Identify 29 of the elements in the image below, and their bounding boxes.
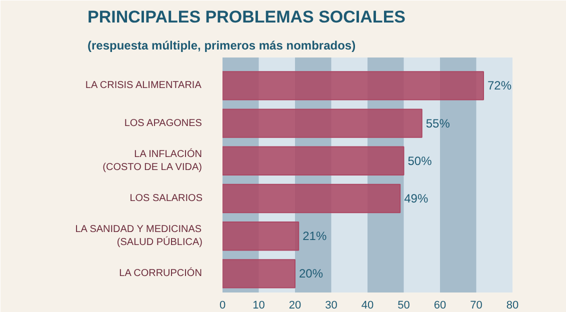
x-tick-label: 10 — [252, 300, 265, 312]
bar — [222, 108, 422, 138]
x-tick-label: 50 — [398, 300, 410, 312]
x-tick-label: 20 — [288, 300, 302, 312]
bar — [222, 184, 401, 214]
x-tick-label: 0 — [219, 300, 226, 312]
data-label: 49% — [404, 192, 428, 206]
bar — [222, 71, 484, 100]
data-label: 55% — [426, 116, 450, 130]
data-label: 20% — [299, 266, 324, 281]
y-tick-label: LA SANIDAD Y MEDICINAS (SALUD PÚBLICA) — [75, 224, 202, 248]
y-tick-label: LOS APAGONES — [124, 118, 202, 129]
y-tick-label: LOS SALARIOS — [130, 193, 203, 204]
x-tick-label: 30 — [325, 300, 338, 312]
x-tick-label: 80 — [506, 300, 519, 312]
chart-subtitle: (respuesta múltiple, primeros más nombrados) — [88, 38, 356, 52]
y-tick-label: LA CORRUPCIÓN — [119, 267, 202, 280]
x-tick-label: 60 — [434, 300, 446, 312]
data-label: 50% — [408, 154, 432, 168]
chart-title: PRINCIPALES PROBLEMAS SOCIALES — [88, 8, 406, 26]
bar — [222, 222, 300, 251]
y-tick-label: LA INFLACIÓN (COSTO DE LA VIDA) — [102, 148, 202, 173]
bar — [222, 146, 404, 176]
data-label: 72% — [488, 78, 512, 93]
y-tick-label: LA CRISIS ALIMENTARIA — [85, 80, 202, 92]
x-tick-label: 70 — [470, 300, 482, 312]
data-label: 21% — [302, 229, 327, 244]
bar — [222, 259, 296, 288]
x-tick-label: 40 — [361, 300, 374, 312]
